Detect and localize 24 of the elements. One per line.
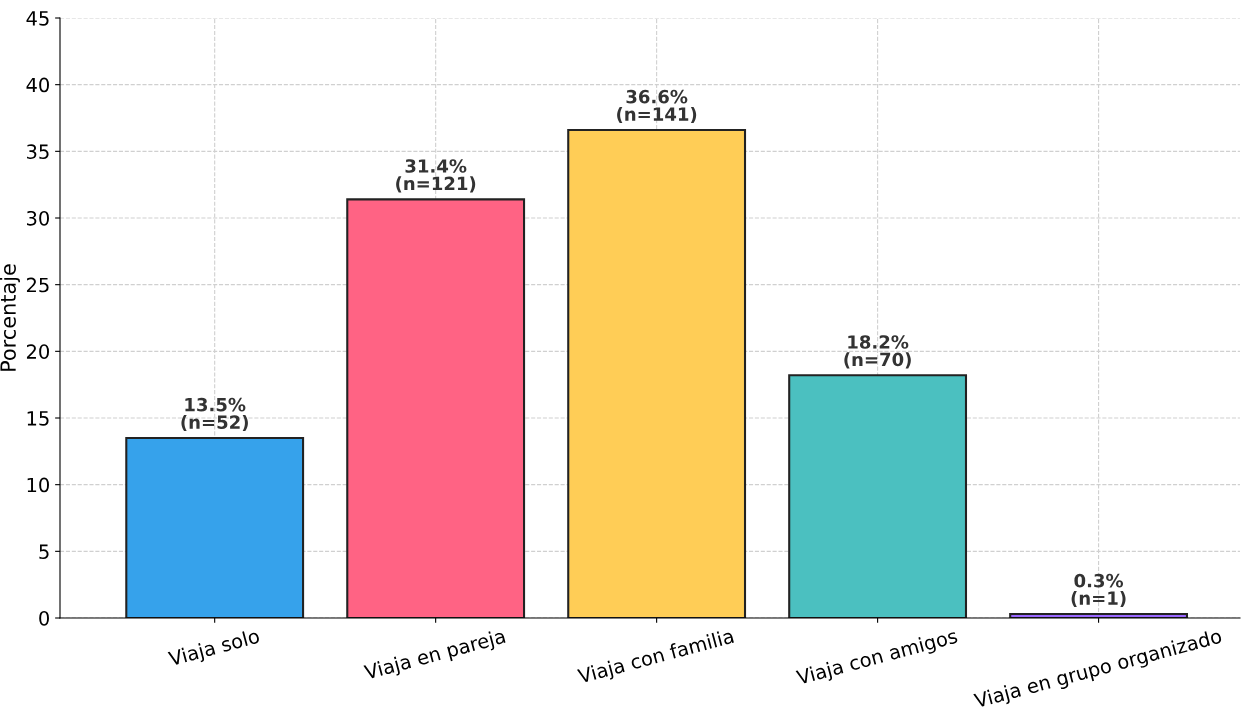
- data-label: 13.5% (n=52): [181, 397, 248, 432]
- data-label: 36.6% (n=141): [617, 89, 697, 124]
- x-tick-label: Viaja con amigos: [795, 627, 959, 689]
- y-tick-label: 0: [39, 610, 49, 626]
- x-tick-label: Viaja en pareja: [363, 628, 507, 684]
- bar: [346, 198, 526, 618]
- x-tick-label: Viaja solo: [167, 628, 262, 670]
- bar: [567, 128, 747, 618]
- y-tick-label: 5: [39, 544, 49, 559]
- bar: [125, 436, 305, 618]
- bar: [788, 374, 968, 618]
- y-tick-label: 25: [26, 277, 49, 293]
- data-label: 18.2% (n=70): [844, 335, 911, 369]
- y-tick-label: 45: [26, 11, 49, 26]
- y-tick-label: 20: [26, 344, 49, 359]
- y-tick-label: 15: [27, 411, 49, 426]
- y-axis-title: Porcentaje: [0, 264, 20, 371]
- y-tick-label: 30: [27, 210, 49, 226]
- data-label: 0.3% (n=1): [1071, 573, 1126, 608]
- x-tick-label: Viaja con familia: [576, 628, 735, 688]
- y-tick-label: 10: [27, 477, 49, 493]
- y-tick-label: 35: [27, 144, 49, 159]
- data-label: 31.4% (n=121): [396, 159, 476, 193]
- y-tick-label: 40: [26, 77, 49, 93]
